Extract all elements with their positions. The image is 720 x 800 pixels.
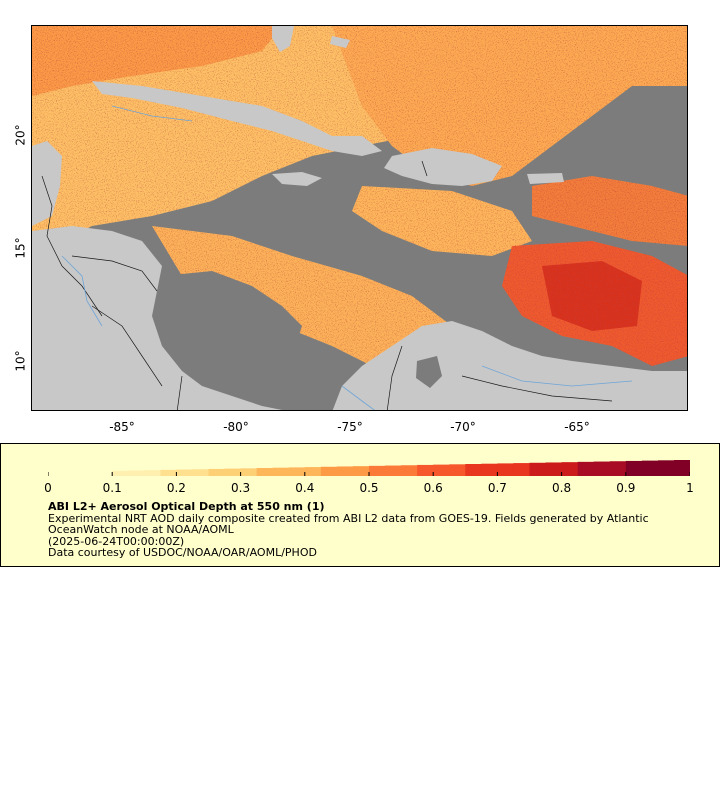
colorbar-segment [112,470,129,476]
colorbar-tick-label: 0.2 [166,481,186,495]
aod-plume-central-2 [352,186,532,256]
colorbar-segment [417,464,434,476]
colorbar-segment [609,461,627,476]
colorbar-segment [385,465,402,476]
lat-label-20: 20° [13,124,28,146]
colorbar-segment [481,463,498,476]
rivers [61,105,633,410]
land-cuba [92,81,382,156]
lake-maracaibo [416,356,442,388]
colorbar-segment [272,467,290,476]
colorbar-tick-label: 0.6 [423,481,443,495]
colorbar-segment [208,468,226,476]
colorbar-segment [401,465,418,476]
colorbar-segment [561,462,579,476]
colorbar-tick-label: 0.8 [552,481,572,495]
river-2 [481,365,633,387]
colorbar [48,460,690,476]
land-yucatan [32,141,62,226]
lon-label-neg85: -85° [109,420,135,434]
colorbar-segment [176,469,193,476]
lon-label-neg65: -65° [564,420,590,434]
border-line-7 [176,375,183,410]
colorbar-segment [433,464,450,476]
border-line-2 [71,255,158,292]
colorbar-segment [529,462,547,476]
lat-label-10: 10° [13,350,28,372]
land-hispaniola [384,148,502,186]
colorbar-tick-label: 0.9 [616,481,636,495]
land-central-america [32,226,282,410]
aod-plume-upper-left [32,26,282,96]
legend-description-line-2: OceanWatch node at NOAA/AOML [48,523,234,536]
colorbar-segment [64,471,81,476]
colorbar-segment [288,467,306,476]
colorbar-segment [80,471,97,476]
colorbar-segment [224,468,242,476]
border-line-3 [91,305,163,387]
colorbar-segment [352,466,370,476]
colorbar-segment [96,471,113,476]
colorbar-segment [673,460,690,476]
legend-description-line-1: Experimental NRT AOD daily composite cre… [48,512,649,525]
colorbar-segment [593,461,611,476]
legend-panel: 0 0.1 0.2 0.3 0.4 0.5 0.6 0.7 0.8 0.9 1 ABI L2+ Ae… [0,443,720,567]
aod-map-image [32,26,687,410]
colorbar-segment [465,464,482,476]
colorbar-tick-label: 0.1 [102,481,122,495]
lon-label-neg80: -80° [223,420,249,434]
colorbar-segment [160,469,177,476]
colorbar-segment [304,467,322,476]
colorbar-segment [513,463,530,476]
lon-label-neg75: -75° [337,420,363,434]
colorbar-tick-label: 0 [44,481,52,495]
river-4 [341,385,375,410]
colorbar-segment [449,464,466,476]
colorbar-segment [320,466,338,476]
legend-credit: Data courtesy of USDOC/NOAA/OAR/AOML/PHO… [48,546,317,559]
colorbar-segment [497,463,514,476]
colorbar-segment [336,466,354,476]
colorbar-segment [128,470,145,476]
colorbar-tick-label: 0.4 [295,481,315,495]
map-plot-area [31,25,688,411]
colorbar-segment [657,460,675,476]
aod-plume-east-core [542,261,642,331]
colorbar-tick-label: 0.3 [231,481,251,495]
colorbar-segment [369,465,386,476]
aod-plume-east-upper [532,176,687,246]
land-bahamas [330,36,350,48]
river-1 [61,255,103,327]
land-florida [272,26,294,52]
legend-title: ABI L2+ Aerosol Optical Depth at 550 nm … [48,500,325,513]
border-line-6 [461,375,613,402]
aod-plume-central [152,226,452,366]
colorbar-segment [545,462,563,476]
lat-label-15: 15° [13,237,28,259]
colorbar-tick-label: 0.5 [359,481,379,495]
colorbar-segment [641,460,659,476]
colorbar-segment [256,468,274,476]
lon-label-neg70: -70° [450,420,476,434]
colorbar-segment [625,460,643,476]
aod-plume-north-east [332,26,687,186]
border-line-4 [386,345,403,410]
land-puerto-rico [527,173,564,184]
colorbar-segment [192,469,209,476]
colorbar-tick-label: 0.7 [487,481,507,495]
colorbar-segment [144,470,161,476]
border-line-5 [421,160,428,177]
gulf-dark-area [160,271,302,381]
colorbar-segment [240,468,258,476]
colorbar-segment [48,472,65,476]
land-south-america [332,321,687,410]
legend-date: (2025-06-24T00:00:00Z) [48,535,185,548]
land-jamaica [272,172,322,186]
colorbar-segment [577,461,595,476]
colorbar-tick-label: 1 [686,481,694,495]
land-masses [32,26,687,410]
river-3 [111,105,193,122]
